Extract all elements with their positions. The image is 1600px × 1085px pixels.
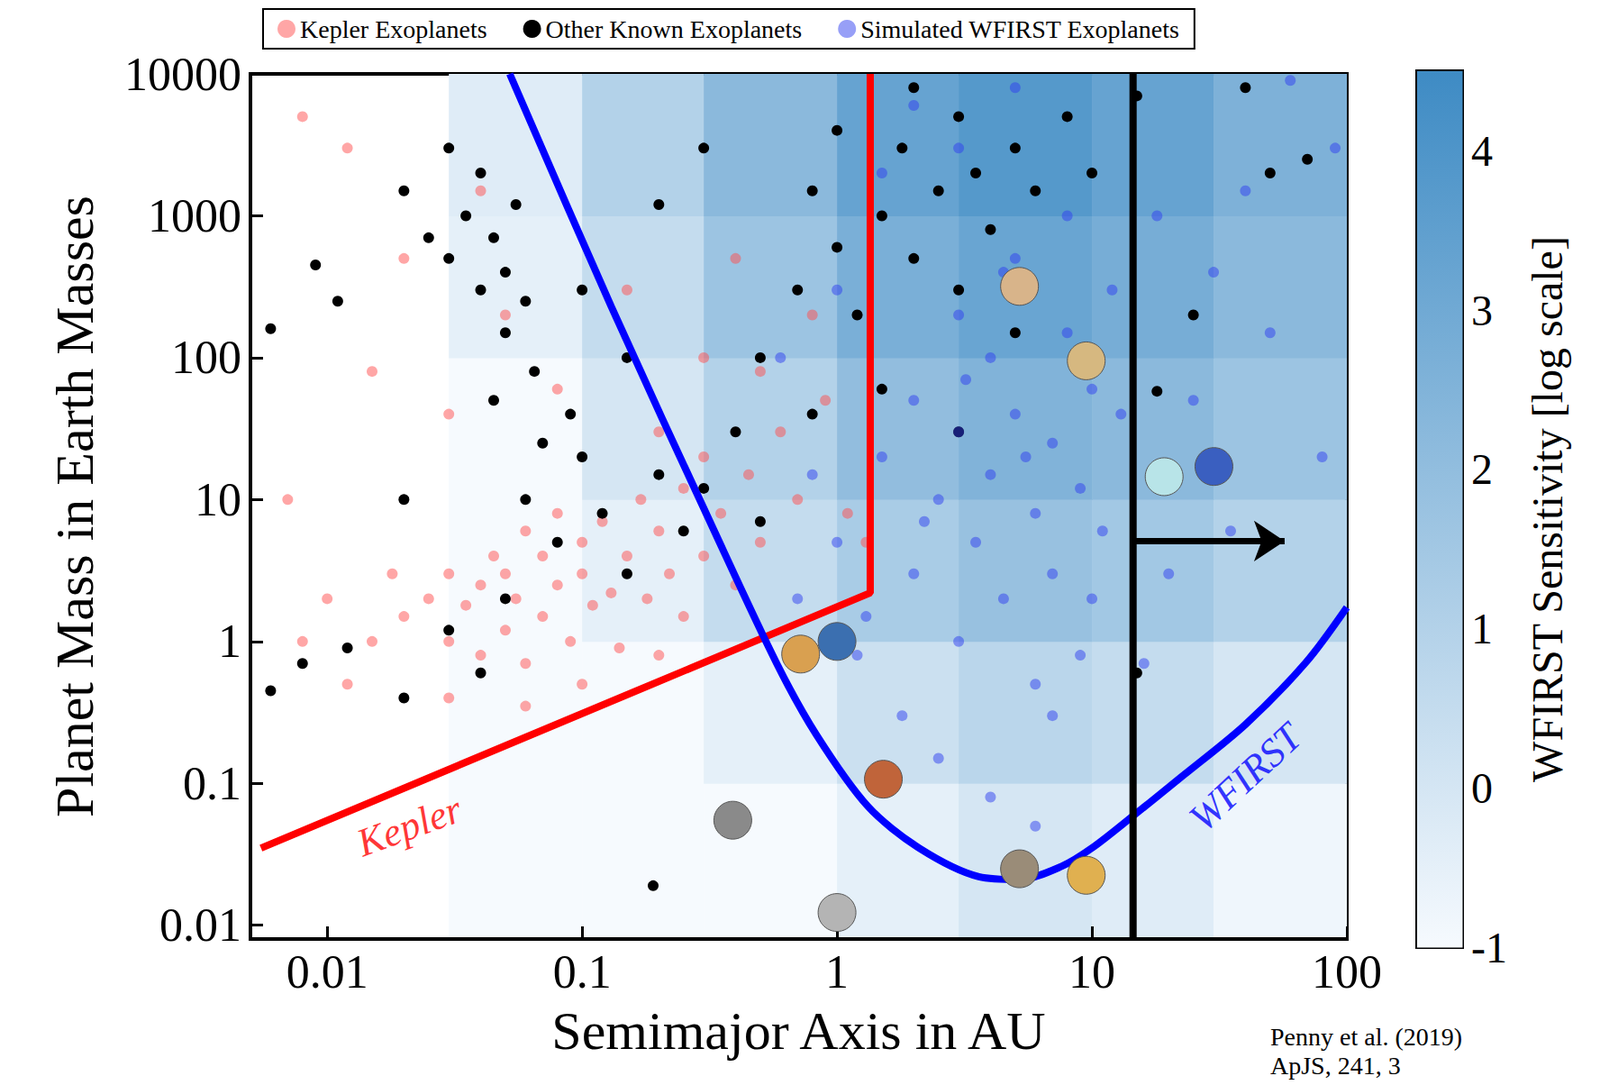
svg-text:10: 10 bbox=[194, 473, 242, 526]
svg-text:2: 2 bbox=[1471, 445, 1493, 493]
svg-text:0.1: 0.1 bbox=[553, 945, 612, 998]
svg-text:3: 3 bbox=[1471, 286, 1493, 335]
svg-text:4: 4 bbox=[1471, 127, 1493, 175]
svg-text:0.01: 0.01 bbox=[286, 945, 369, 998]
svg-text:100: 100 bbox=[1311, 945, 1382, 998]
svg-text:WFIRST: WFIRST bbox=[1180, 712, 1313, 841]
svg-text:10000: 10000 bbox=[124, 48, 242, 100]
svg-text:1: 1 bbox=[218, 615, 242, 667]
svg-text:Other Known Exoplanets: Other Known Exoplanets bbox=[545, 15, 803, 44]
svg-text:Kepler: Kepler bbox=[350, 786, 469, 866]
svg-text:Kepler Exoplanets: Kepler Exoplanets bbox=[300, 15, 488, 44]
svg-text:Simulated WFIRST Exoplanets: Simulated WFIRST Exoplanets bbox=[860, 15, 1180, 44]
svg-text:0: 0 bbox=[1471, 763, 1493, 812]
svg-text:1: 1 bbox=[1471, 604, 1493, 653]
svg-text:-1: -1 bbox=[1471, 923, 1508, 972]
svg-text:WFIRST Sensitivity [log scale]: WFIRST Sensitivity [log scale] bbox=[1523, 236, 1572, 782]
svg-text:Penny et al. (2019): Penny et al. (2019) bbox=[1270, 1022, 1463, 1051]
svg-text:1000: 1000 bbox=[147, 190, 242, 242]
svg-text:0.1: 0.1 bbox=[182, 757, 242, 810]
svg-text:Semimajor Axis in AU: Semimajor Axis in AU bbox=[551, 1000, 1046, 1061]
svg-text:Planet Mass in Earth Masses: Planet Mass in Earth Masses bbox=[45, 195, 105, 818]
svg-text:0.01: 0.01 bbox=[159, 899, 242, 951]
svg-text:1: 1 bbox=[825, 945, 849, 998]
svg-text:10: 10 bbox=[1068, 945, 1116, 998]
svg-text:ApJS, 241, 3: ApJS, 241, 3 bbox=[1270, 1051, 1401, 1080]
svg-text:100: 100 bbox=[171, 331, 242, 383]
